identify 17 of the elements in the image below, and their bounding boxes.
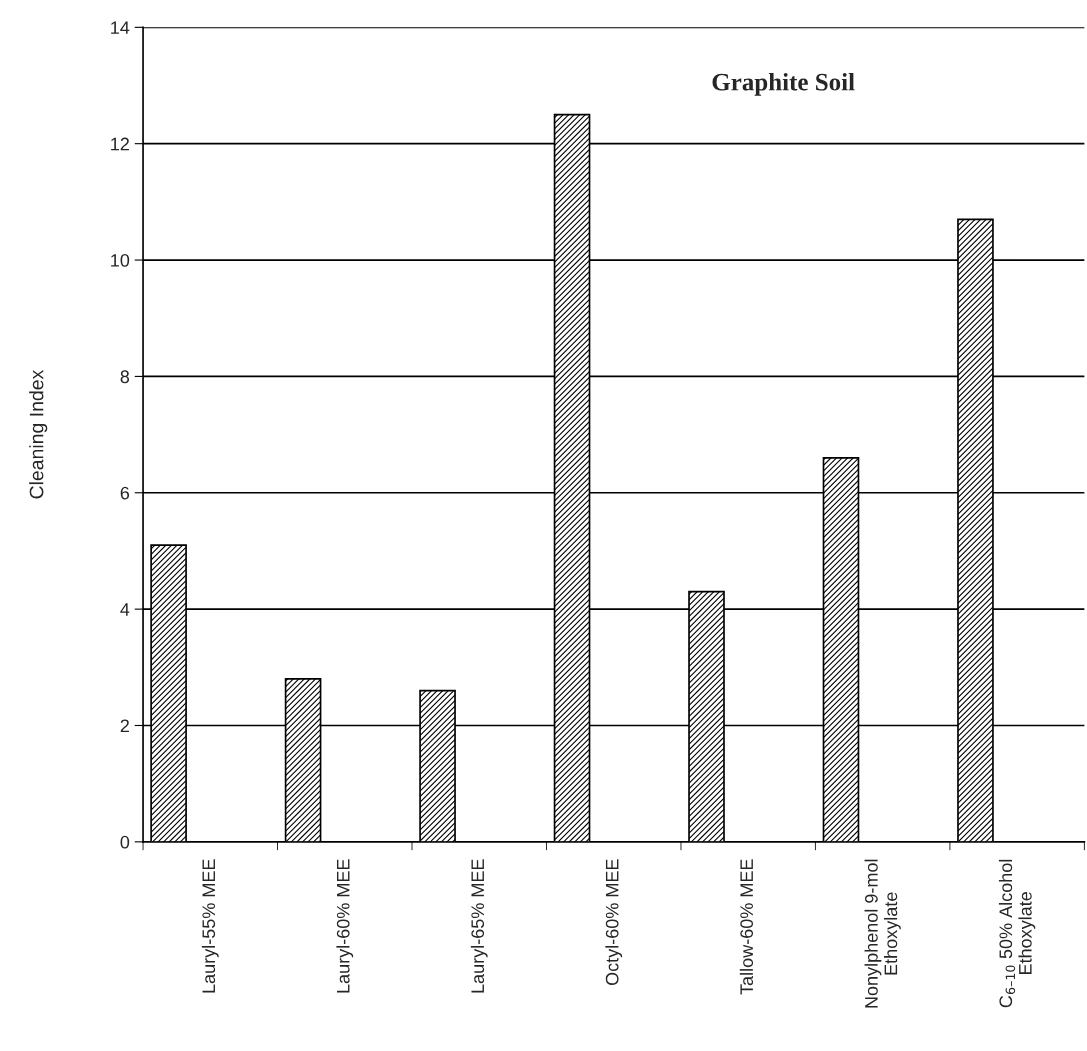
x-tick-label: Lauryl-65% MEE — [470, 859, 488, 993]
x-tick-label: Nonylphenol 9-mol Ethoxylate — [864, 859, 901, 1008]
x-tick-label: C$_{6–10}$ 50% Alcohol Ethoxylate — [998, 859, 1036, 1008]
y-axis-title: Cleaning Index — [29, 369, 48, 499]
x-tick-label: Lauryl-60% MEE — [336, 859, 354, 993]
y-tick-label: 4 — [120, 603, 130, 616]
y-tick-label: 6 — [120, 486, 130, 500]
y-tick-label: 10 — [111, 253, 130, 267]
text: Graphite Soil — [712, 73, 855, 96]
y-tick-label: 0 — [120, 835, 130, 849]
x-tick-label: Tallow-60% MEE — [739, 859, 754, 995]
x-tick-label: Octyl-60% MEE — [605, 859, 623, 986]
y-tick-label: 12 — [111, 137, 129, 151]
y-tick-label: 2 — [120, 719, 129, 733]
y-tick-label: 14 — [111, 21, 130, 34]
y-tick-label: 8 — [120, 370, 130, 384]
x-tick-label: Lauryl-55% MEE — [201, 859, 219, 993]
